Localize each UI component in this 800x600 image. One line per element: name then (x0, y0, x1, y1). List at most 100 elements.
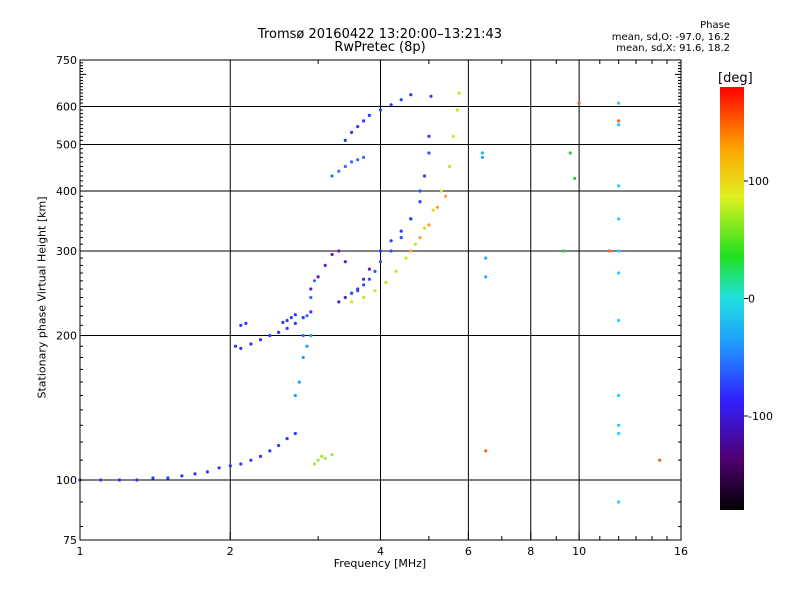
scatter-point (285, 437, 289, 441)
scatter-point (399, 98, 403, 102)
scatter-point (293, 313, 297, 317)
y-tick-label: 400 (56, 185, 77, 198)
scatter-point (455, 108, 459, 112)
x-tick-label: 2 (227, 545, 234, 558)
x-tick-label: 16 (674, 545, 688, 558)
scatter-point (409, 93, 413, 97)
scatter-point (249, 458, 253, 462)
scatter-point (617, 123, 621, 127)
scatter-point (330, 453, 334, 457)
colorbar-tick-label: 0 (748, 293, 755, 306)
scatter-point (244, 321, 248, 325)
x-tick-label: 1 (77, 545, 84, 558)
scatter-point (399, 229, 403, 233)
phase-stats-o: mean, sd,O: -97.0, 16.2 (611, 32, 730, 43)
x-axis-label: Frequency [MHz] (333, 557, 427, 570)
x-tick-label: 10 (572, 545, 586, 558)
scatter-point (293, 393, 297, 398)
scatter-point (277, 330, 281, 334)
scatter-point (301, 355, 305, 360)
scatter-point (309, 295, 313, 300)
colorbar-tick-label: -100 (748, 410, 773, 423)
scatter-point (285, 318, 289, 323)
scatter-point (384, 280, 388, 285)
scatter-point (258, 454, 263, 458)
scatter-point (343, 295, 347, 300)
scatter-point (316, 275, 320, 279)
scatter-point (435, 205, 439, 209)
scatter-point (180, 474, 184, 478)
x-tick-label: 8 (527, 545, 534, 558)
scatter-point (337, 249, 341, 253)
scatter-point (99, 478, 103, 482)
scatter-point (367, 267, 371, 271)
scatter-point (378, 108, 383, 112)
scatter-point (447, 164, 452, 169)
y-tick-label: 750 (56, 54, 77, 67)
y-tick-label: 500 (56, 139, 77, 152)
chart-subtitle: RwPretec (8p) (334, 40, 426, 55)
scatter-point (117, 478, 122, 482)
scatter-point (249, 342, 253, 346)
ticks-layer: 1 2 4 6 8 10 16 75 100 200 300 400 500 600 750 (56, 54, 688, 558)
scatter-point (431, 208, 435, 212)
scatter-point (367, 113, 371, 117)
scatter-point (617, 184, 621, 188)
scatter-point (343, 138, 347, 142)
scatter-point (413, 242, 418, 246)
scatter-point (350, 160, 354, 164)
scatter-point (337, 169, 341, 173)
scatter-point (350, 300, 354, 304)
scatter-point (617, 393, 621, 398)
scatter-point (323, 456, 327, 460)
scatter-point (217, 466, 221, 470)
scatter-point (362, 277, 366, 281)
scatter-point (389, 239, 393, 243)
phase-stats-x: mean, sd,X: 91.6, 18.2 (616, 43, 730, 54)
scatter-point (316, 458, 320, 462)
scatter-point (350, 130, 354, 134)
scatter-point (239, 346, 243, 350)
scatter-point (362, 119, 366, 123)
y-tick-label: 200 (56, 330, 77, 343)
scatter-point (367, 277, 371, 281)
scatter-point (484, 449, 488, 453)
scatter-point (389, 249, 393, 253)
scatter-point (378, 260, 383, 264)
scatter-point (135, 478, 139, 482)
scatter-point (356, 125, 360, 129)
scatter-point (356, 289, 360, 293)
scatter-point (480, 155, 484, 159)
scatter-point (439, 189, 444, 193)
scatter-point (658, 458, 662, 462)
scatter-point (309, 333, 313, 338)
scatter-point (617, 119, 621, 123)
scatter-point (378, 249, 383, 253)
scatter-point (427, 223, 431, 227)
scatter-point (166, 476, 170, 480)
scatter-point (607, 249, 612, 253)
x-tick-label: 4 (377, 545, 384, 558)
scatter-point (418, 189, 422, 193)
scatter-point (373, 269, 377, 273)
scatter-point (617, 431, 621, 436)
scatter-point (422, 174, 427, 178)
scatter-point (373, 289, 377, 293)
scatter-point (228, 464, 232, 468)
scatter-point (427, 151, 431, 155)
scatter-point (484, 275, 488, 279)
scatter-point (389, 103, 393, 107)
colorbar-gradient (720, 87, 744, 510)
scatter-point (362, 155, 366, 159)
scatter-point (399, 236, 403, 240)
chart-title: Tromsø 20160422 13:20:00–13:21:43 (257, 27, 503, 42)
y-tick-label: 100 (56, 474, 77, 487)
scatter-point (617, 217, 621, 221)
scatter-point (293, 321, 297, 325)
scatter-point (309, 310, 313, 314)
scatter-point (337, 300, 341, 304)
scatter-point (309, 287, 313, 291)
scatter-point (293, 431, 297, 436)
scatter-point (301, 316, 305, 320)
